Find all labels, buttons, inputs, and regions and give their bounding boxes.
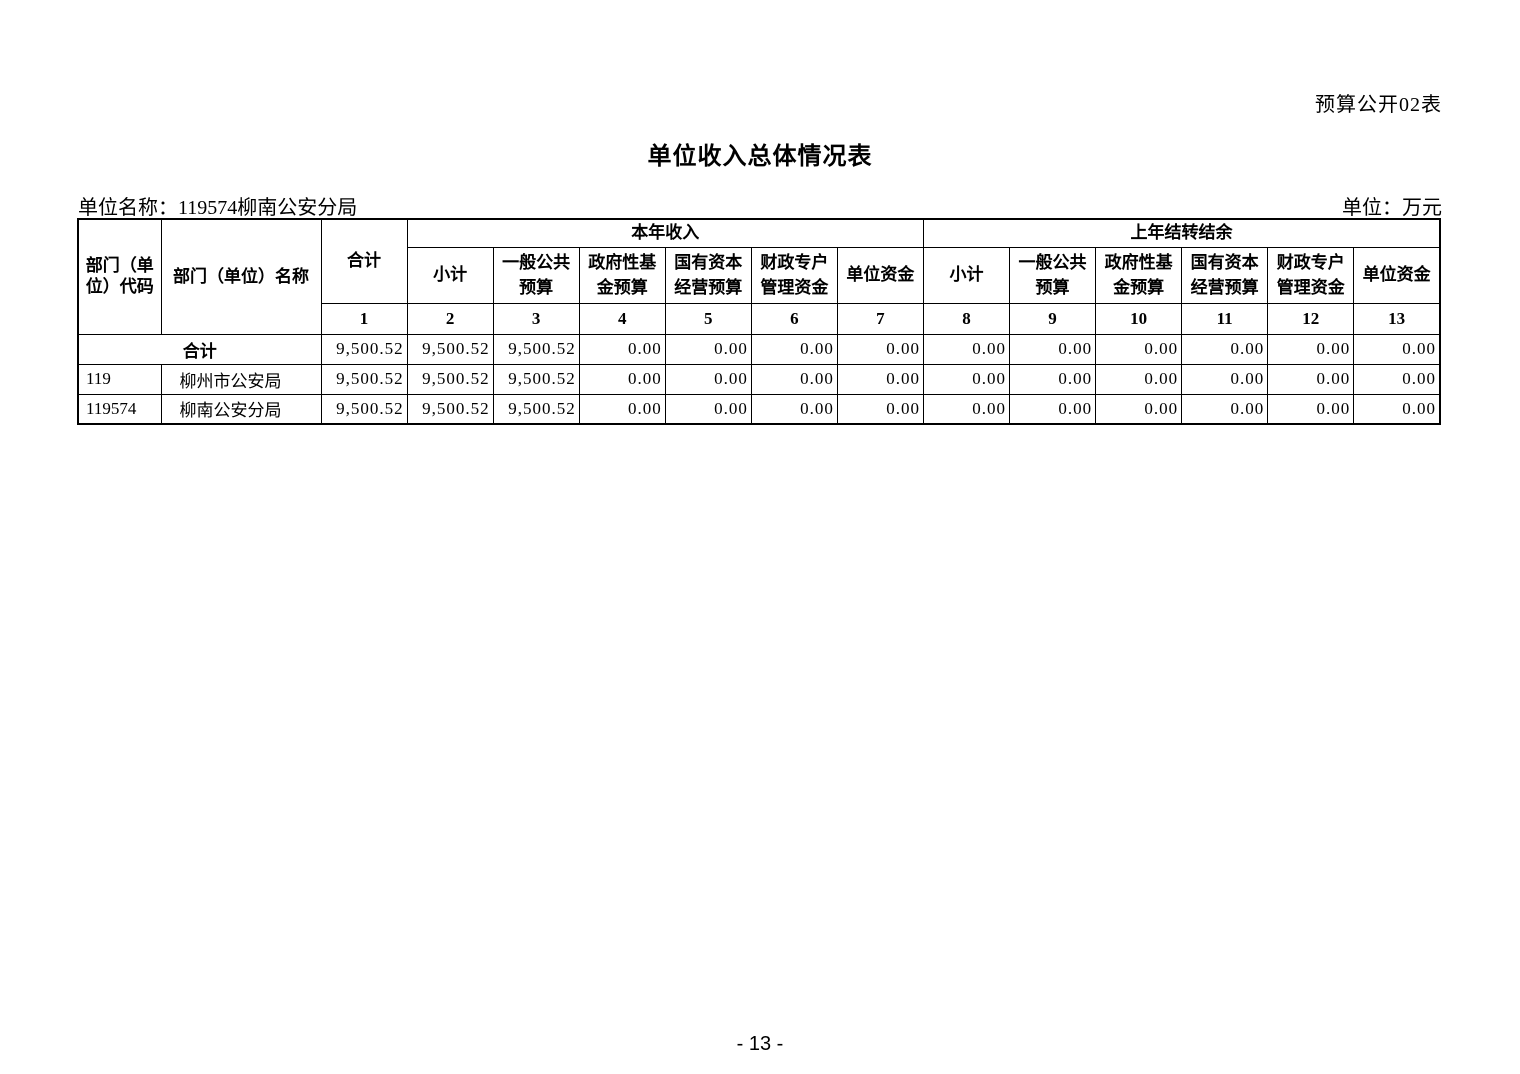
value-cell: 0.00 [1267, 393, 1355, 425]
unit-name-cell: 柳南公安分局 [160, 393, 322, 425]
value-cell: 0.00 [1353, 393, 1441, 425]
value-cell: 9,500.52 [320, 363, 408, 395]
value-cell: 0.00 [664, 333, 752, 365]
value-cell: 9,500.52 [320, 333, 408, 365]
table-row-119574: 119574 柳南公安分局 9,500.52 9,500.52 9,500.52… [77, 393, 1441, 425]
value-cell: 0.00 [1353, 363, 1441, 395]
value-cell: 0.00 [664, 393, 752, 425]
value-cell: 9,500.52 [492, 363, 580, 395]
value-cell: 0.00 [922, 333, 1011, 365]
table-row-total: 合计 9,500.52 9,500.52 9,500.52 0.00 0.00 … [77, 333, 1441, 365]
header-fiscal-account-funds-carryover: 财政专户管理资金 [1267, 246, 1355, 304]
unit-code-cell: 119574 [77, 393, 162, 425]
table-row-119: 119 柳州市公安局 9,500.52 9,500.52 9,500.52 0.… [77, 363, 1441, 395]
value-cell: 9,500.52 [492, 333, 580, 365]
column-number: 11 [1181, 302, 1269, 335]
header-unit-funds-carryover: 单位资金 [1353, 246, 1441, 304]
value-cell: 0.00 [1181, 363, 1269, 395]
value-cell: 0.00 [1008, 333, 1097, 365]
header-subtotal-current: 小计 [406, 246, 494, 304]
value-cell: 0.00 [578, 393, 666, 425]
value-cell: 0.00 [1181, 333, 1269, 365]
column-number: 7 [836, 302, 924, 335]
value-cell: 0.00 [750, 363, 838, 395]
column-number: 8 [922, 302, 1011, 335]
column-number: 10 [1095, 302, 1183, 335]
meta-row: 单位名称：119574柳南公安分局 单位：万元 [78, 191, 1442, 220]
value-cell: 0.00 [836, 363, 924, 395]
header-state-capital-budget-carryover: 国有资本经营预算 [1181, 246, 1269, 304]
value-cell: 0.00 [836, 393, 924, 425]
value-cell: 0.00 [922, 363, 1011, 395]
page-number: - 13 - [736, 1033, 784, 1055]
value-cell: 0.00 [922, 393, 1011, 425]
value-cell: 0.00 [578, 333, 666, 365]
value-cell: 0.00 [1095, 363, 1183, 395]
value-cell: 0.00 [1181, 393, 1269, 425]
value-cell: 0.00 [750, 333, 838, 365]
header-subtotal-carryover: 小计 [922, 246, 1011, 304]
income-summary-table: 部门（单位）代码 部门（单位）名称 合计 本年收入 上年结转结余 小计 一般公共… [77, 218, 1441, 425]
value-cell: 0.00 [1267, 333, 1355, 365]
value-cell: 9,500.52 [320, 393, 408, 425]
column-number: 3 [492, 302, 580, 335]
header-gov-fund-budget-current: 政府性基金预算 [578, 246, 666, 304]
value-cell: 9,500.52 [406, 393, 494, 425]
header-general-public-budget-carryover: 一般公共预算 [1008, 246, 1097, 304]
page-title: 单位收入总体情况表 [647, 144, 873, 170]
column-number: 1 [320, 302, 408, 335]
value-cell: 0.00 [578, 363, 666, 395]
value-cell: 0.00 [1353, 333, 1441, 365]
column-number: 4 [578, 302, 666, 335]
header-unit-funds-current: 单位资金 [836, 246, 924, 304]
header-unit-code: 部门（单位）代码 [77, 218, 162, 335]
unit-name-label: 单位名称：119574柳南公安分局 [78, 197, 358, 219]
header-general-public-budget-current: 一般公共预算 [492, 246, 580, 304]
header-total: 合计 [320, 218, 408, 304]
value-cell: 0.00 [1008, 393, 1097, 425]
column-number: 9 [1008, 302, 1097, 335]
unit-measure-label: 单位：万元 [1342, 197, 1442, 219]
column-number: 2 [406, 302, 494, 335]
header-state-capital-budget-current: 国有资本经营预算 [664, 246, 752, 304]
column-number: 6 [750, 302, 838, 335]
value-cell: 0.00 [1267, 363, 1355, 395]
value-cell: 0.00 [1095, 333, 1183, 365]
header-group-current-year: 本年收入 [406, 218, 924, 248]
column-number: 5 [664, 302, 752, 335]
header-group-carryover: 上年结转结余 [922, 218, 1441, 248]
header-gov-fund-budget-carryover: 政府性基金预算 [1095, 246, 1183, 304]
form-number-label: 预算公开02表 [1315, 94, 1442, 116]
unit-code-cell: 119 [77, 363, 162, 395]
header-fiscal-account-funds-current: 财政专户管理资金 [750, 246, 838, 304]
value-cell: 0.00 [1095, 393, 1183, 425]
value-cell: 9,500.52 [406, 363, 494, 395]
column-number: 13 [1353, 302, 1441, 335]
value-cell: 0.00 [750, 393, 838, 425]
value-cell: 0.00 [836, 333, 924, 365]
value-cell: 0.00 [1008, 363, 1097, 395]
row-label-total: 合计 [77, 333, 322, 365]
unit-name-cell: 柳州市公安局 [160, 363, 322, 395]
column-number-row: 1 2 3 4 5 6 7 8 9 10 11 12 13 [78, 302, 1441, 335]
value-cell: 9,500.52 [406, 333, 494, 365]
value-cell: 9,500.52 [492, 393, 580, 425]
value-cell: 0.00 [664, 363, 752, 395]
header-unit-name: 部门（单位）名称 [160, 218, 322, 335]
column-number: 12 [1267, 302, 1355, 335]
